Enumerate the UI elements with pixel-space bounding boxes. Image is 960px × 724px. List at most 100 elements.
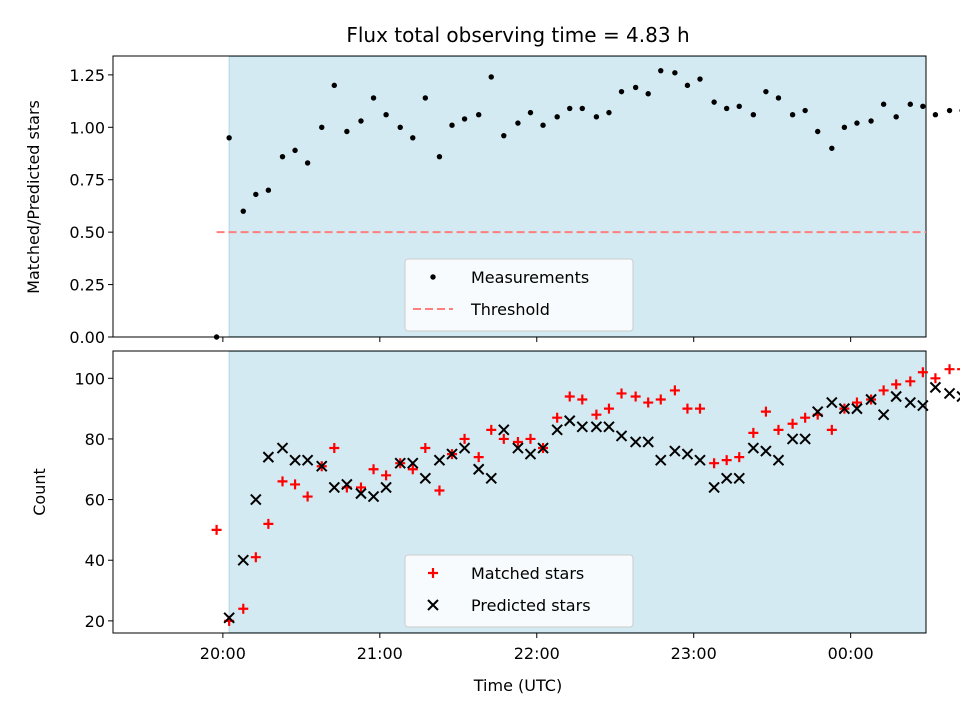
predicted-star-point (772, 454, 785, 466)
predicted-star-point (524, 448, 537, 460)
count-y-tick-label: 80 (85, 430, 105, 449)
measurement-point (370, 95, 377, 101)
measurement-point (893, 114, 899, 120)
measurement-point (331, 82, 337, 89)
matched-star-point (564, 391, 575, 402)
measurement-point (344, 128, 350, 135)
count-legend-frame (404, 554, 634, 628)
x-tick-label: 20:00 (200, 644, 246, 663)
matched-star-point (944, 364, 955, 375)
predicted-star-point (904, 396, 917, 409)
measurement-point (684, 82, 691, 89)
matched-star-point (290, 479, 301, 490)
matched-star-point (498, 433, 509, 444)
measurement-point (750, 112, 757, 118)
matched-star-point (905, 376, 916, 387)
predicted-star-point (301, 454, 314, 466)
predicted-star-point (564, 415, 576, 427)
measurement-point (829, 145, 835, 151)
measurement-point (658, 67, 664, 74)
matched-star-point (643, 397, 654, 408)
predicted-star-point (799, 433, 811, 445)
predicted-star-point (419, 472, 432, 485)
ratio-legend: Measurements Threshold (404, 258, 634, 332)
predicted-star-point (917, 399, 929, 412)
x-tick-label: 21:00 (357, 644, 403, 663)
legend-label: Matched stars (471, 564, 584, 583)
predicted-star-point (590, 421, 603, 433)
predicted-star-point (603, 421, 615, 433)
matched-star-point (694, 403, 705, 414)
predicted-star-point (316, 460, 328, 472)
matched-star-point (891, 379, 902, 390)
measurement-point (697, 76, 703, 82)
predicted-star-point (446, 448, 458, 460)
measurement-point (461, 116, 468, 122)
matched-star-point (552, 412, 563, 423)
ratio-panel-frame (112, 55, 927, 338)
matched-star-point (381, 470, 392, 481)
predicted-star-point (851, 402, 863, 415)
measurement-point (265, 187, 272, 193)
matched-star-point (459, 433, 470, 444)
predicted-star-point (733, 472, 745, 485)
measurement-point (449, 122, 455, 128)
count-y-tick-label: 40 (85, 551, 105, 570)
measurement-point (763, 88, 769, 95)
predicted-star-point (642, 436, 654, 448)
predicted-star-point (407, 457, 419, 469)
measurement-point (841, 124, 848, 130)
ratio-y-tick-label: 0.00 (69, 328, 105, 347)
count-y-tick-label: 20 (85, 612, 105, 631)
x-axis-label: Time (UTC) (473, 676, 562, 695)
matched-star-point (211, 524, 222, 535)
predicted-star-point (380, 481, 392, 494)
matched-star-point (655, 394, 666, 405)
matched-star-point (486, 424, 497, 435)
matched-star-point (355, 482, 366, 493)
measurement-point (789, 112, 796, 118)
measurement-point (868, 118, 874, 124)
predicted-star-point (576, 421, 588, 433)
matched-star-point (787, 418, 798, 429)
predicted-star-point (615, 430, 628, 442)
measurement-point (907, 101, 914, 107)
matched-star-point (263, 518, 274, 529)
measurement-point (736, 103, 742, 110)
measurement-point (802, 107, 808, 114)
predicted-star-point (485, 472, 497, 485)
predicted-star-point (681, 448, 694, 460)
count-y-tick-label: 100 (74, 369, 105, 388)
measurement-point (213, 334, 220, 340)
predicted-star-point (890, 390, 902, 403)
matched-star-point (238, 603, 249, 614)
matched-star-point (302, 491, 313, 502)
measurement-point (554, 114, 560, 120)
matched-star-point (773, 424, 784, 435)
measurement-point (932, 112, 939, 118)
measurement-point (422, 95, 429, 101)
matched-star-point (473, 452, 484, 463)
matched-star-point (277, 476, 288, 487)
matched-star-point (957, 368, 960, 371)
matched-star-point (878, 385, 889, 396)
matched-star-point (368, 464, 379, 475)
x-tick-label: 00:00 (828, 644, 874, 663)
count-y-tick-label: 60 (85, 491, 105, 510)
measurement-point (253, 191, 259, 198)
predicted-star-point (237, 554, 249, 566)
predicted-star-point (512, 442, 524, 454)
predicted-star-point (747, 442, 760, 454)
predicted-star-point (276, 442, 289, 454)
predicted-star-point (250, 493, 262, 506)
predicted-star-point (877, 408, 890, 421)
chart-title: Flux total observing time = 4.83 h (346, 23, 689, 47)
measurement-point (226, 135, 232, 141)
predicted-star-point (694, 454, 706, 466)
measurement-point (775, 95, 782, 101)
predicted-star-point (708, 481, 720, 494)
measurement-point (279, 153, 286, 160)
predicted-star-point (720, 472, 733, 485)
measurement-point (711, 99, 717, 105)
predicted-star-point (458, 442, 471, 454)
